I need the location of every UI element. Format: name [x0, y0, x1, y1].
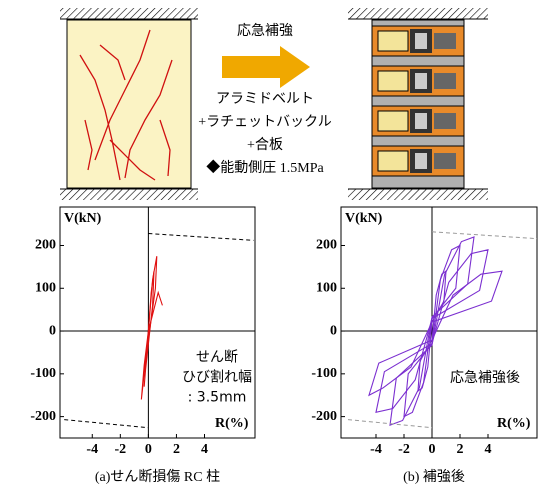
arrow: 応急補強 [222, 23, 310, 88]
y-tick-label: -100 [30, 366, 56, 381]
x-tick-label: 0 [429, 442, 436, 457]
x-tick-label: -4 [86, 442, 98, 457]
limit-line [148, 234, 253, 241]
limit-line [64, 420, 148, 428]
y-axis-label: V(kN) [345, 211, 383, 226]
annotation: ひび割れ幅 [182, 368, 252, 385]
annotation: : 3.5mm [188, 389, 247, 405]
damaged-column [60, 8, 198, 200]
note: アラミドベルト [216, 92, 314, 107]
y-tick-label: -200 [30, 409, 56, 424]
y-tick-label: -100 [311, 366, 337, 381]
y-tick-label: -200 [311, 409, 337, 424]
x-tick-label: -2 [398, 442, 410, 457]
x-axis-label: R(%) [215, 416, 249, 431]
x-tick-label: -2 [114, 442, 126, 457]
x-tick-label: 4 [201, 442, 208, 457]
annotation: せん断 [196, 349, 238, 365]
limit-line [348, 420, 432, 428]
annotation: 応急補強後 [450, 370, 520, 386]
hysteresis-loop [144, 271, 154, 387]
y-tick-label: 0 [49, 323, 56, 338]
y-axis-label: V(kN) [64, 211, 102, 226]
x-tick-label: 2 [457, 442, 464, 457]
note: +ラチェットバックル [198, 114, 331, 130]
caption: (a)せん断損傷 RC 柱 [95, 469, 220, 485]
x-axis-label: R(%) [497, 416, 531, 431]
y-tick-label: 100 [316, 280, 337, 295]
arrow-label: 応急補強 [237, 23, 293, 39]
note: ◆能動側圧 1.5MPa [206, 160, 324, 176]
y-tick-label: 100 [35, 280, 56, 295]
y-tick-label: 200 [316, 238, 337, 253]
notes: アラミドベルト +ラチェットバックル +合板 ◆能動側圧 1.5MPa [198, 92, 331, 176]
strengthened-column [348, 8, 488, 200]
plot-frame [341, 207, 537, 438]
caption: (b) 補強後 [403, 469, 465, 485]
x-tick-label: 2 [173, 442, 180, 457]
x-tick-label: -4 [370, 442, 382, 457]
limit-line [432, 232, 537, 239]
x-tick-label: 0 [145, 442, 152, 457]
y-tick-label: 200 [35, 238, 56, 253]
figure: 応急補強 アラミドベルト +ラチェットバックル +合板 ◆能動側圧 1.5MPa… [0, 0, 539, 491]
x-tick-label: 4 [485, 442, 492, 457]
y-tick-label: 0 [330, 323, 337, 338]
note: +合板 [247, 137, 283, 153]
